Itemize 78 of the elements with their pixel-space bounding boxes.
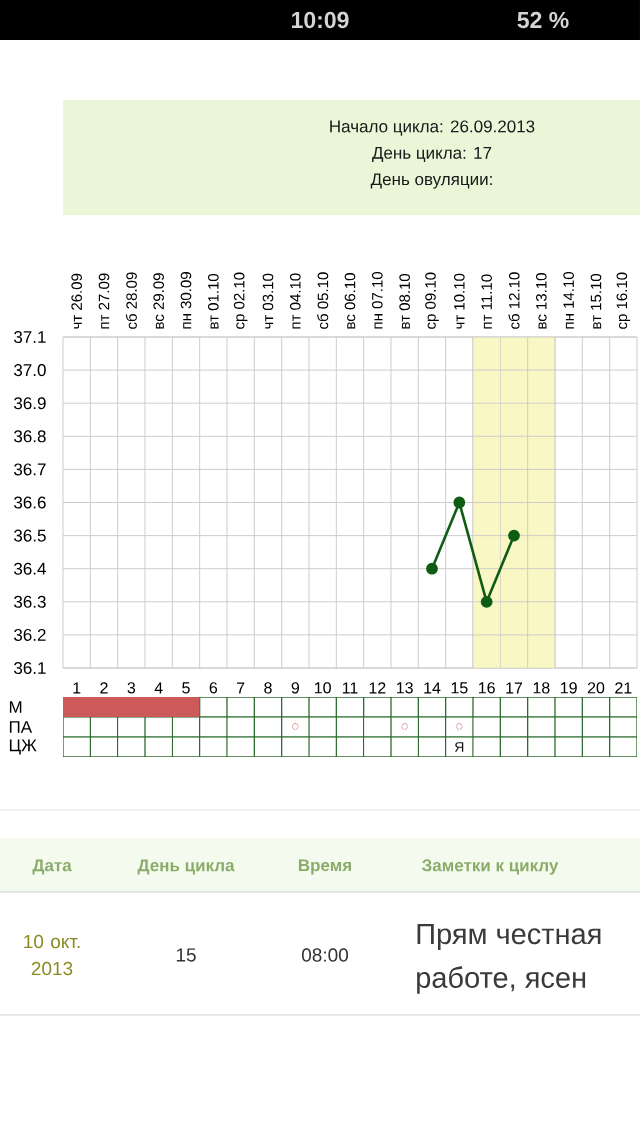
y-tick-label: ЦЖ xyxy=(9,739,37,755)
y-tick-label: 36.4 xyxy=(14,562,46,575)
x-tick-label: сб 12.10 xyxy=(508,272,520,329)
y-tick-label: 36.8 xyxy=(14,430,46,443)
x-tick-label: 13 xyxy=(396,682,413,694)
point xyxy=(453,496,466,509)
x-tick-label: 21 xyxy=(615,682,632,694)
x-tick-label: чт 26.09 xyxy=(71,273,82,329)
text: 10 окт. 2013 xyxy=(24,934,80,976)
x-tick-label: 10 xyxy=(314,682,331,694)
x-tick-label: вс 06.10 xyxy=(344,273,356,329)
x-tick-label: 4 xyxy=(154,682,163,694)
x-tick-label: пт 27.09 xyxy=(98,273,110,329)
x-tick-label: 12 xyxy=(369,682,386,694)
text: 08:00 xyxy=(301,948,349,962)
x-tick-label: 17 xyxy=(506,682,523,694)
x-tick-label: пт 11.10 xyxy=(481,274,492,329)
text: Время xyxy=(298,859,352,875)
text: ○ xyxy=(456,723,463,730)
y-tick-label: 36.3 xyxy=(14,595,46,608)
text: 52 % xyxy=(517,11,569,29)
chart-title: Начало цикла: 26.09.2013 xyxy=(330,120,535,136)
y-tick-label: 36.1 xyxy=(14,661,46,675)
chart-subtitle: День цикла: 17 xyxy=(372,146,492,163)
text: Дата xyxy=(32,859,72,875)
text: ○ xyxy=(292,723,299,730)
y-tick-label: 36.5 xyxy=(14,529,46,542)
text: работе, ясен xyxy=(417,966,586,994)
text: Заметки к циклу xyxy=(421,859,559,875)
text: 15 xyxy=(176,948,196,962)
y-tick-label: 36.6 xyxy=(14,496,46,509)
y-tick-label: 36.7 xyxy=(14,463,46,476)
x-tick-label: 9 xyxy=(291,682,300,694)
x-tick-label: 11 xyxy=(342,682,358,694)
x-tick-label: пн 07.10 xyxy=(372,271,383,329)
x-tick-label: вт 01.10 xyxy=(208,273,219,329)
x-tick-label: 1 xyxy=(73,682,81,694)
x-tick-label: 8 xyxy=(264,682,272,694)
x-tick-label: 5 xyxy=(182,682,190,694)
y-tick-label: 37.0 xyxy=(14,364,46,377)
x-tick-label: сб 28.09 xyxy=(125,272,137,329)
point xyxy=(508,529,520,542)
x-tick-label: 15 xyxy=(451,682,468,694)
x-tick-label: вт 15.10 xyxy=(590,273,602,329)
text: День овуляции: xyxy=(370,173,492,189)
x-tick-label: чт 03.10 xyxy=(262,273,274,329)
text: ○ xyxy=(401,723,408,730)
x-tick-label: ср 16.10 xyxy=(616,272,631,329)
x-tick-label: чт 10.10 xyxy=(454,273,465,329)
text: Прям честная xyxy=(417,924,601,950)
x-tick-label: вс 13.10 xyxy=(536,273,547,329)
point xyxy=(480,595,493,608)
x-tick-label: вс 29.09 xyxy=(153,273,164,329)
y-tick-label: 36.2 xyxy=(14,628,46,641)
x-tick-label: 7 xyxy=(237,682,245,694)
x-tick-label: пн 30.09 xyxy=(180,272,192,329)
text: Я xyxy=(454,742,464,752)
y-tick-label: ПА xyxy=(9,721,33,733)
text: 10:09 xyxy=(292,11,349,29)
y-tick-label: 37.1 xyxy=(14,330,46,344)
y-tick-label: М xyxy=(9,701,22,713)
x-tick-label: 20 xyxy=(587,682,605,694)
y-tick-label: 36.9 xyxy=(14,397,46,410)
x-tick-label: пт 04.10 xyxy=(290,273,301,329)
text: День цикла xyxy=(137,859,235,875)
x-tick-label: 3 xyxy=(127,682,136,694)
point xyxy=(426,562,438,575)
x-tick-label: ср 09.10 xyxy=(425,272,439,329)
x-tick-label: 14 xyxy=(424,682,441,694)
x-tick-label: 2 xyxy=(100,682,108,694)
x-tick-label: сб 05.10 xyxy=(317,272,329,329)
x-tick-label: ср 02.10 xyxy=(233,272,248,329)
x-tick-label: 16 xyxy=(478,682,495,694)
x-tick-label: 18 xyxy=(533,682,550,694)
x-tick-label: вт 08.10 xyxy=(399,273,410,329)
x-tick-label: 6 xyxy=(209,682,218,694)
x-tick-label: пн 14.10 xyxy=(563,271,574,329)
x-tick-label: 19 xyxy=(560,682,577,694)
